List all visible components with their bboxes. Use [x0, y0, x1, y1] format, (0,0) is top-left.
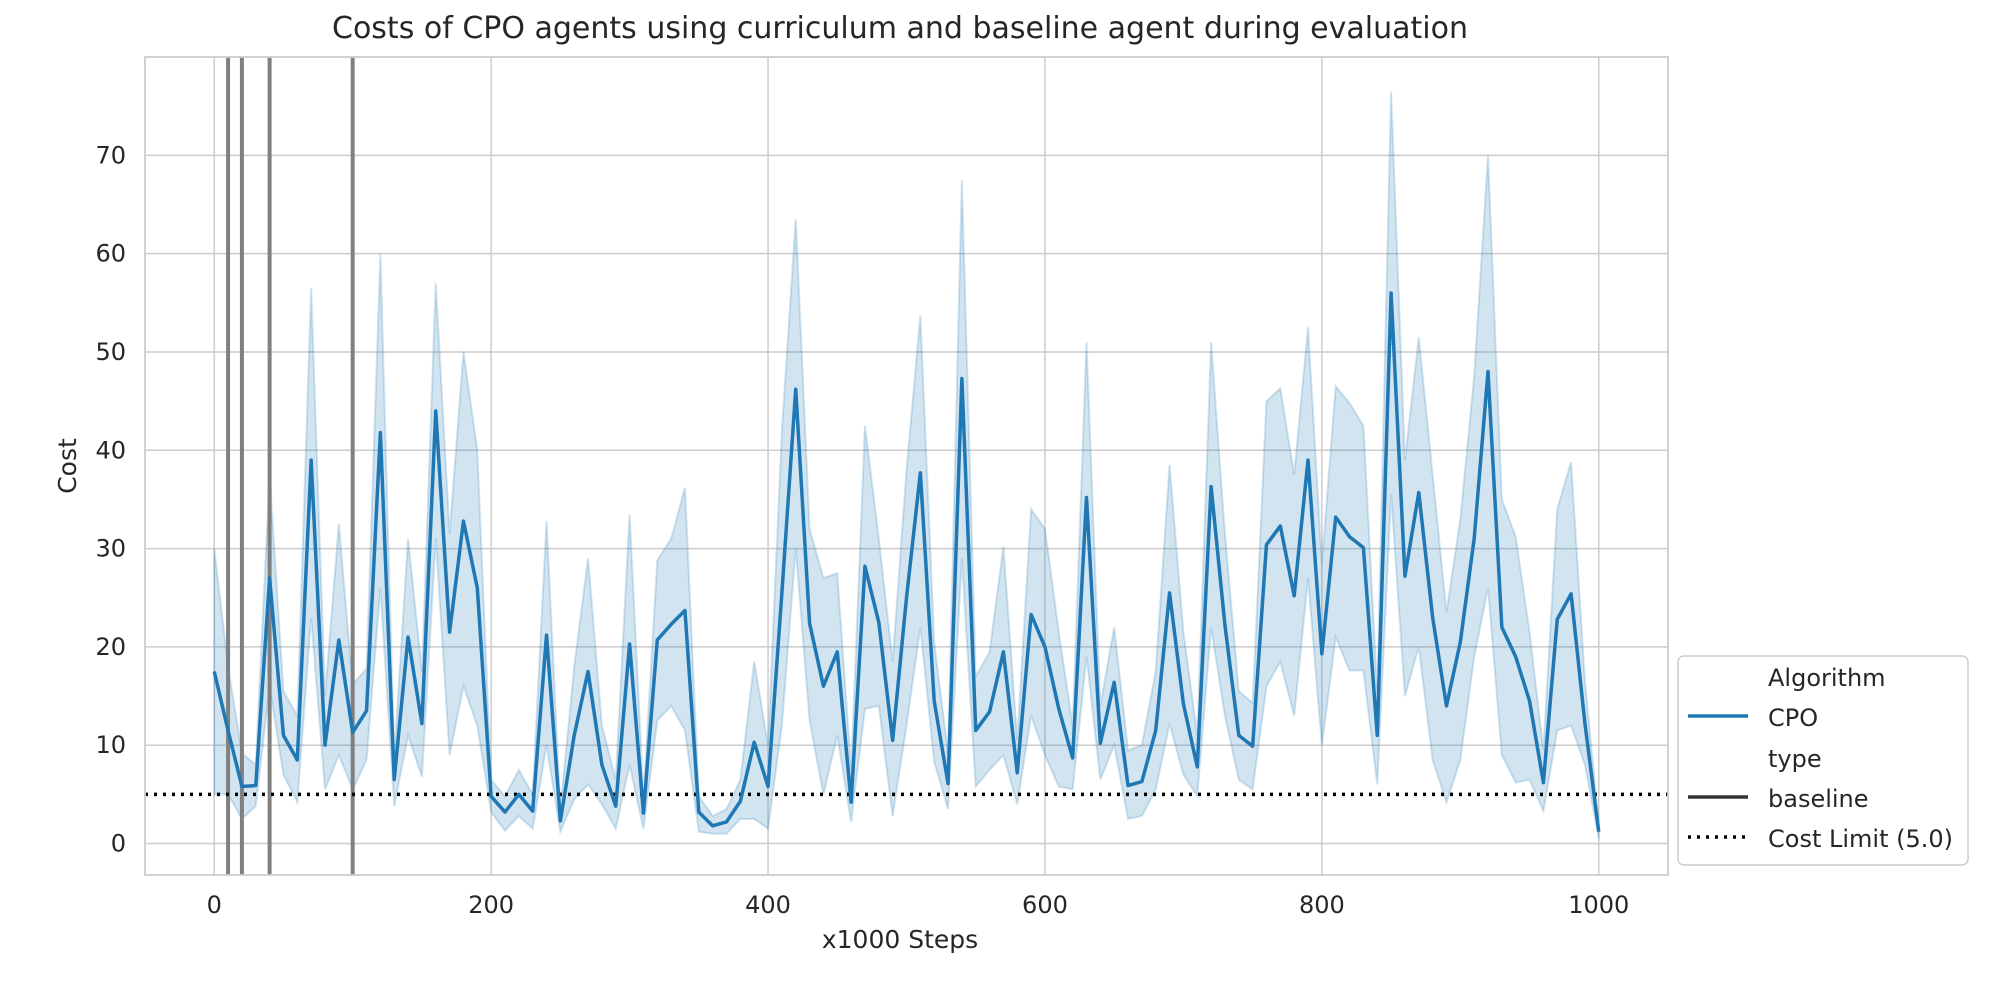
plot-frame-border — [144, 56, 1669, 876]
cpo-series-line — [212, 291, 1601, 832]
y-tick-label: 70 — [95, 141, 126, 169]
x-tick-label: 1000 — [1568, 891, 1629, 919]
x-tick-label: 200 — [468, 891, 514, 919]
y-tick-label: 30 — [95, 535, 126, 563]
curriculum-stage-lines — [226, 57, 355, 875]
x-tick-label: 800 — [1299, 891, 1345, 919]
y-tick-label: 50 — [95, 338, 126, 366]
x-tick-label: 600 — [1022, 891, 1068, 919]
x-tick-label: 400 — [745, 891, 791, 919]
legend-algorithm-header: Algorithm — [1768, 664, 1886, 692]
legend-type-header: type — [1768, 745, 1822, 773]
y-axis-ticks: 0 10 20 30 40 50 60 70 — [95, 141, 126, 857]
x-tick-label: 0 — [207, 891, 222, 919]
y-tick-label: 0 — [111, 830, 126, 858]
y-tick-label: 40 — [95, 436, 126, 464]
legend-cost-limit-label: Cost Limit (5.0) — [1768, 825, 1953, 853]
x-axis-label: x1000 Steps — [822, 925, 978, 954]
legend: Algorithm CPO type baseline Cost Limit (… — [1677, 655, 1969, 866]
plot-frame — [144, 56, 1669, 876]
series-line — [212, 291, 1601, 832]
y-axis-label: Cost — [53, 438, 82, 494]
legend-box — [1677, 655, 1969, 866]
y-tick-label: 20 — [95, 633, 126, 661]
chart-title: Costs of CPO agents using curriculum and… — [332, 11, 1468, 46]
legend-baseline-label: baseline — [1768, 785, 1869, 813]
y-tick-label: 10 — [95, 731, 126, 759]
legend-cpo-label: CPO — [1768, 704, 1818, 732]
x-axis-ticks: 0 200 400 600 800 1000 — [207, 891, 1630, 919]
y-tick-label: 60 — [95, 240, 126, 268]
